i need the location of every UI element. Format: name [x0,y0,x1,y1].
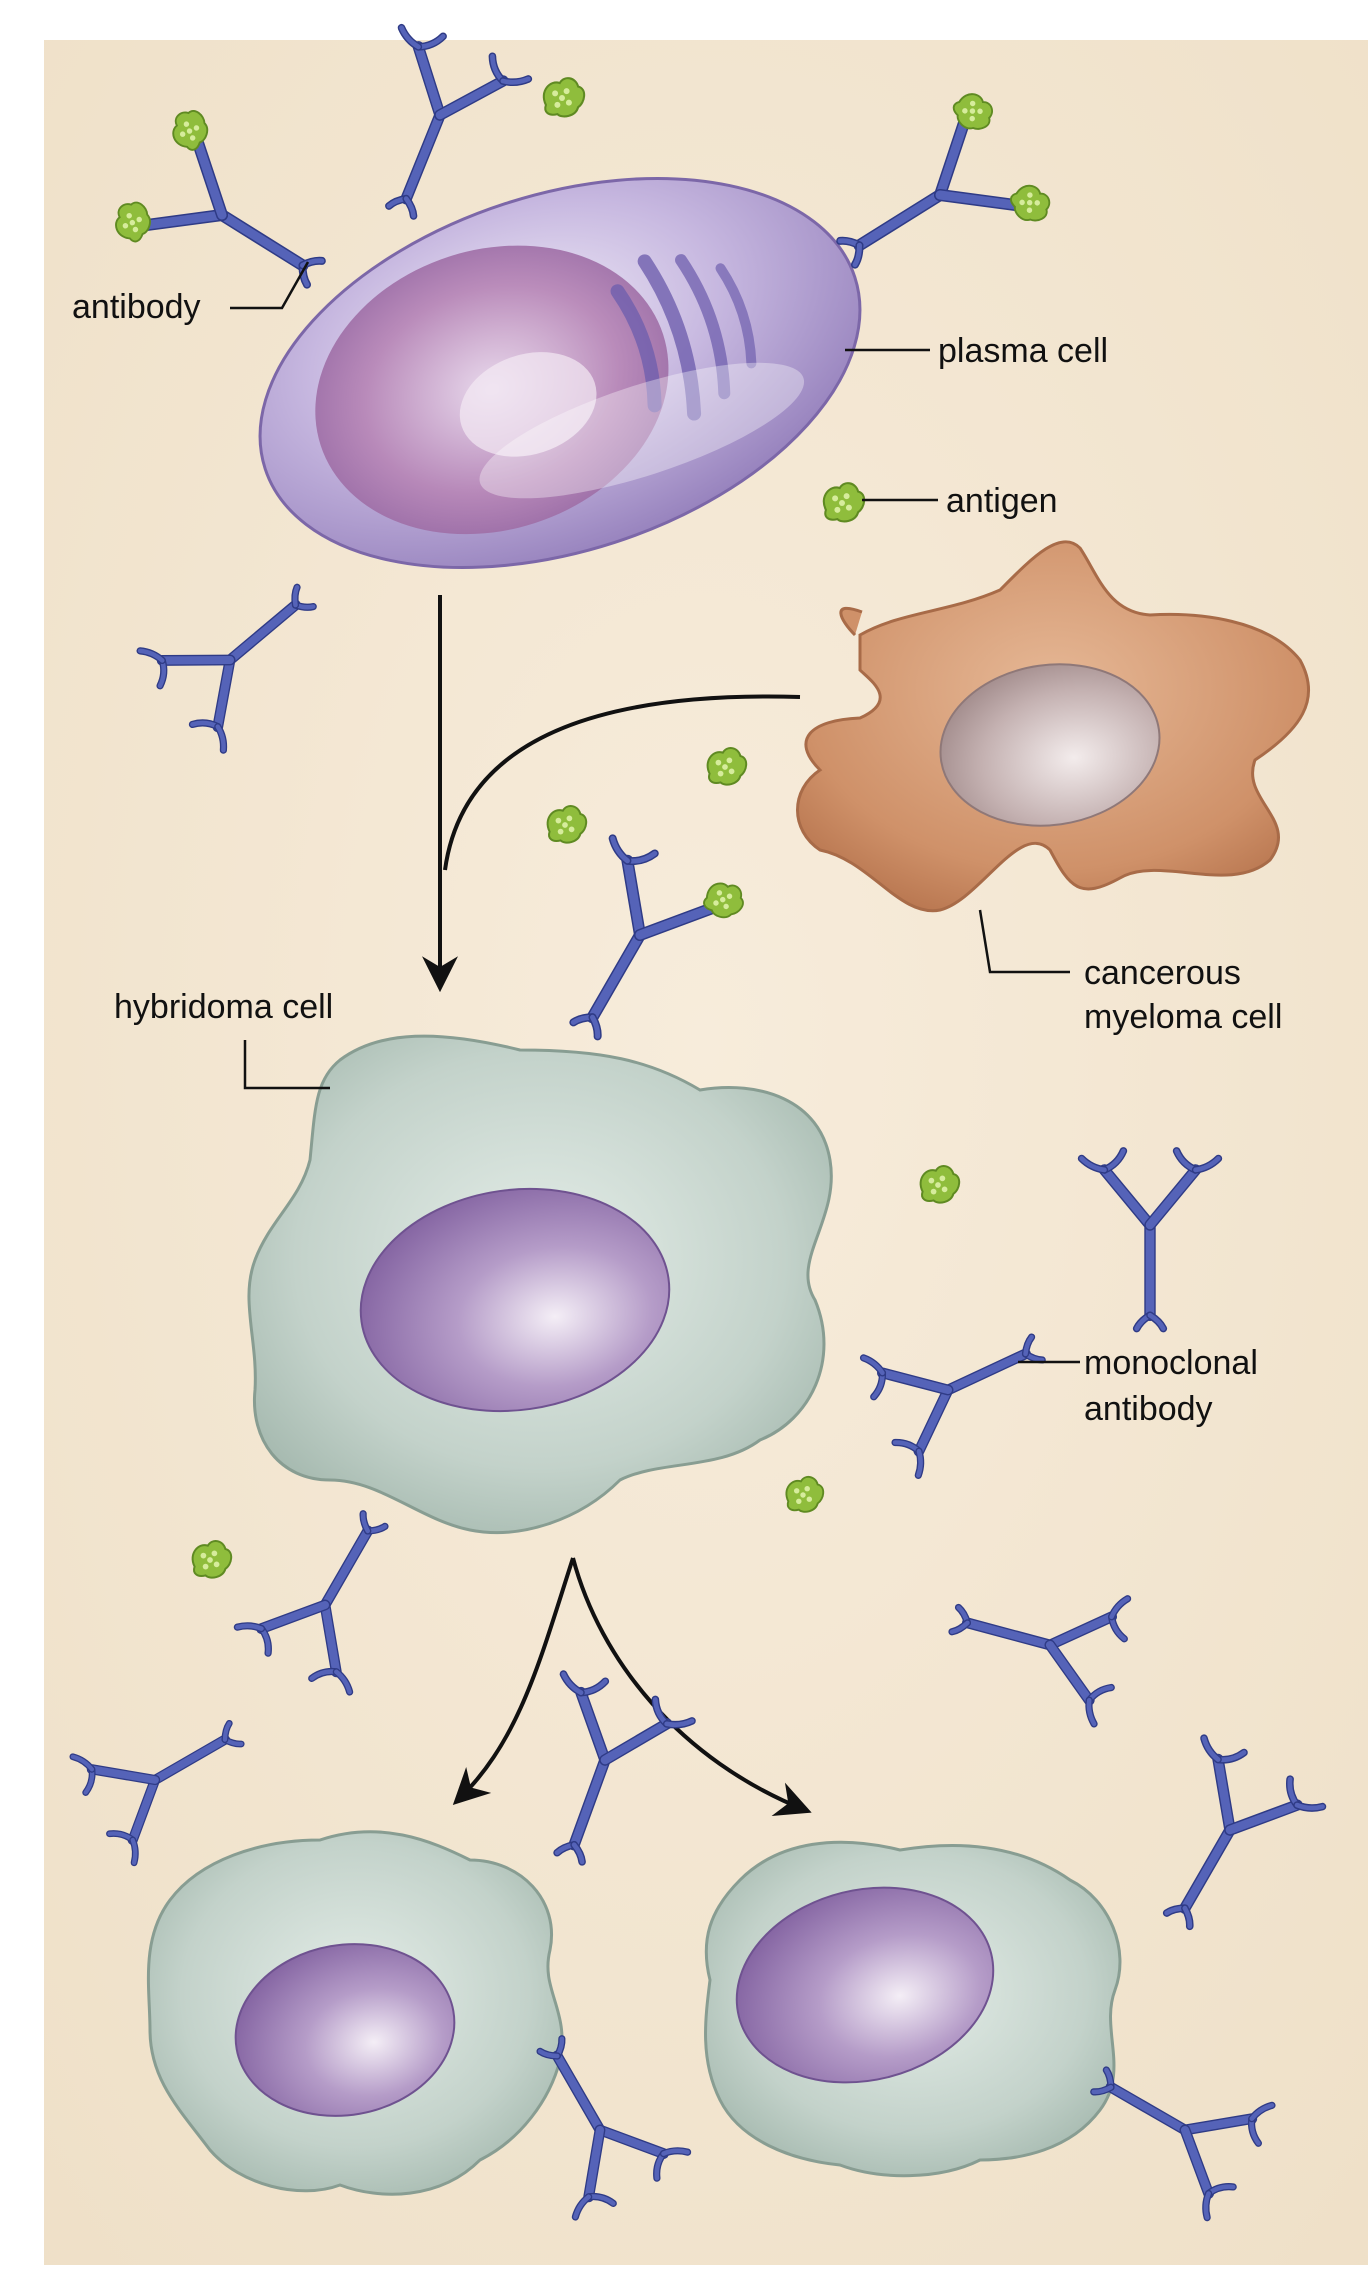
bound-antigen-icon [703,882,744,919]
antibody-icon [553,1670,696,1866]
daughter-hybridoma-cell-right [704,1840,1122,2178]
bound-antigen-icon [952,93,993,130]
antibody-icon [1162,1734,1327,1931]
hybridoma-cell-nucleus [359,1187,671,1413]
antibody-icon [385,23,533,220]
monoclonal-antibody-icon [859,1333,1046,1479]
leader-antibody [230,261,310,310]
daughter-hybridoma-cell-left [146,1830,564,2196]
antibody-with-antigen-icon [115,110,326,289]
antibody-icon [136,583,317,754]
antigens [191,77,961,1579]
antibody-icon [536,2035,692,2221]
antibody-icon [69,1719,245,1867]
label-antibody: antibody [72,288,201,326]
leader-hybridoma-cell [243,1040,330,1090]
myeloma-cell [796,540,1311,913]
antibody-icon [233,1510,389,1696]
endoplasmic-reticulum [610,284,662,413]
label-monoclonal-line1: monoclonal [1084,1344,1258,1382]
antigen-icon [919,1165,961,1204]
label-plasma-cell: plasma cell [938,332,1108,370]
arrow-division-left [452,1557,575,1806]
myeloma-cell-nucleus [939,663,1161,827]
antigen-icon [546,805,588,844]
label-hybridoma-cell: hybridoma cell [114,988,333,1026]
antigen-icon [191,1540,233,1579]
bound-antigen-icon [115,201,151,243]
antibody-with-antigen-icon [569,834,744,1041]
antibody-with-antigen-icon [836,93,1051,269]
antibodies [69,23,1327,2222]
plasma-cell [258,176,862,570]
antigen-icon [785,1475,825,1513]
bound-antigen-icon [1010,184,1051,222]
antibody-icon [1090,2066,1276,2222]
label-myeloma-line2: myeloma cell [1084,998,1282,1036]
bound-antigen-icon [172,110,209,151]
leader-myeloma-cell [978,909,1070,974]
hybridoma-cell [247,1034,833,1534]
leader-lines [230,261,1080,1364]
label-myeloma-line1: cancerous [1084,954,1241,992]
antibody-icon [1077,1147,1223,1333]
antigen-icon [706,747,748,786]
arrow-myeloma-to-hybridoma [443,694,801,871]
antigen-icon [822,482,866,523]
antibody-icon [948,1595,1132,1728]
label-monoclonal-line2: antibody [1084,1390,1213,1428]
label-antigen: antigen [946,482,1058,520]
antigen-icon [542,77,586,118]
fusion-arrows [422,595,812,1817]
